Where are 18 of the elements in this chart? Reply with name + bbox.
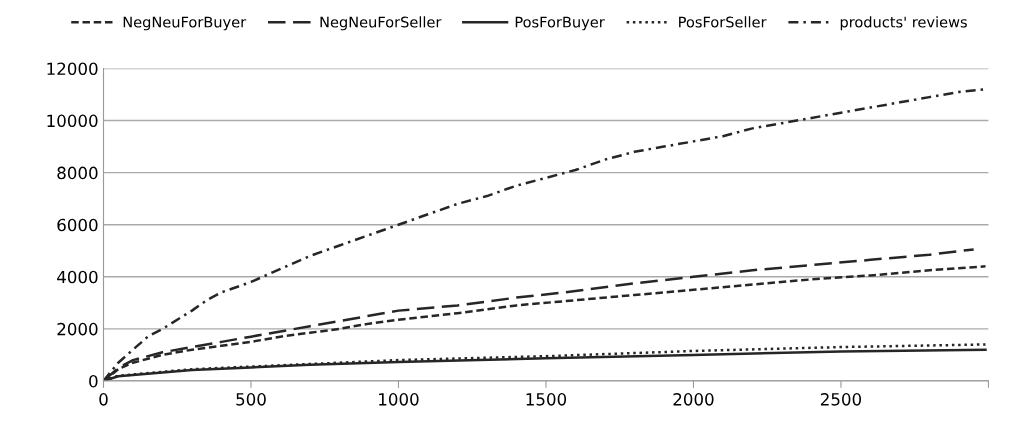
legend-label: PosForBuyer — [515, 16, 605, 31]
legend-label: NegNeuForSeller — [320, 16, 442, 31]
y-tick-label: 4000 — [57, 270, 98, 284]
x-tick-label: 500 — [236, 393, 266, 406]
y-tick-label: 0 — [89, 374, 98, 388]
y-tick-label: 8000 — [57, 166, 98, 180]
x-tick-label: 2000 — [673, 393, 714, 406]
x-tick-label: 1000 — [379, 393, 419, 406]
legend-label: NegNeuForBuyer — [123, 16, 247, 31]
legend-label: PosForSeller — [679, 16, 767, 28]
y-tick-label: 2000 — [57, 322, 98, 336]
y-tick-label: 10000 — [47, 114, 98, 128]
x-tick-label: 1500 — [526, 393, 567, 406]
legend-label: products' reviews — [840, 16, 967, 31]
y-tick-label: 6000 — [57, 218, 98, 232]
x-tick-label: 0 — [99, 393, 108, 406]
x-tick-label: 2500 — [820, 393, 862, 406]
y-tick-label: 12000 — [47, 62, 98, 76]
